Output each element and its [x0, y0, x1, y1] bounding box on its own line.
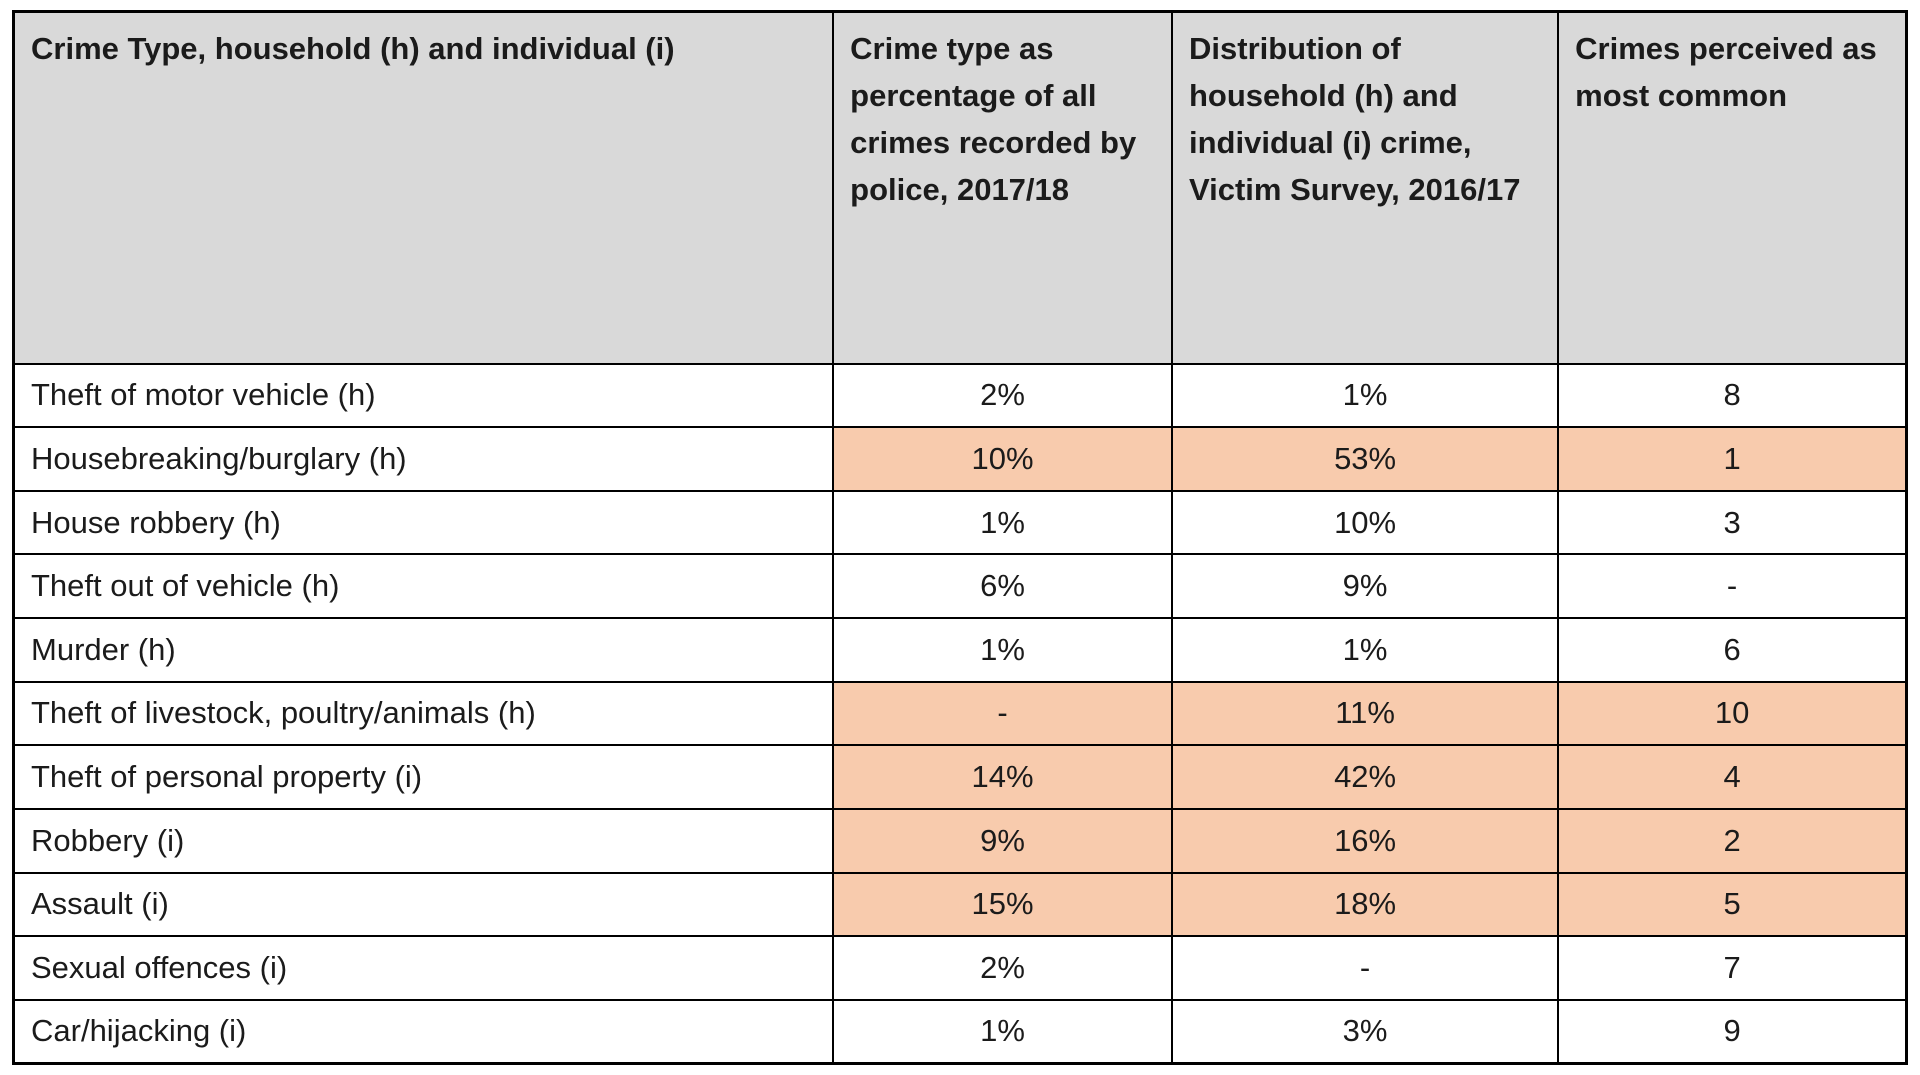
perceived-rank-cell: - [1557, 553, 1908, 619]
column-header-victim-survey: Distribution of household (h) and indivi… [1170, 10, 1560, 365]
table-header: Crime Type, household (h) and individual… [12, 10, 1908, 365]
table-row: Housebreaking/burglary (h) 10% 53% 1 [12, 426, 1908, 492]
police-pct-cell: 1% [832, 489, 1173, 556]
police-pct-cell: 14% [832, 744, 1173, 810]
police-pct-cell: 6% [832, 553, 1173, 619]
perceived-rank-cell: 5 [1557, 871, 1908, 938]
police-pct-cell: 15% [832, 871, 1173, 938]
table-row: Assault (i) 15% 18% 5 [12, 871, 1908, 938]
victim-survey-cell: 10% [1170, 489, 1560, 556]
victim-survey-cell: 42% [1170, 744, 1560, 810]
perceived-rank-cell: 6 [1557, 617, 1908, 683]
police-pct-cell: - [832, 680, 1173, 747]
crime-type-cell: Theft of motor vehicle (h) [12, 362, 835, 429]
crime-type-cell: Assault (i) [12, 871, 835, 938]
victim-survey-cell: 18% [1170, 871, 1560, 938]
table-row: Theft of personal property (i) 14% 42% 4 [12, 744, 1908, 810]
crime-type-cell: Car/hijacking (i) [12, 998, 835, 1065]
crime-type-cell: Robbery (i) [12, 807, 835, 874]
police-pct-cell: 9% [832, 807, 1173, 874]
column-header-crime-type: Crime Type, household (h) and individual… [12, 10, 835, 365]
table-row: Theft of motor vehicle (h) 2% 1% 8 [12, 362, 1908, 429]
victim-survey-cell: 3% [1170, 998, 1560, 1065]
victim-survey-cell: 16% [1170, 807, 1560, 874]
table-row: Car/hijacking (i) 1% 3% 9 [12, 998, 1908, 1065]
table-row: Theft of livestock, poultry/animals (h) … [12, 680, 1908, 747]
table-row: Robbery (i) 9% 16% 2 [12, 807, 1908, 874]
crime-type-cell: Theft of livestock, poultry/animals (h) [12, 680, 835, 747]
table-row: House robbery (h) 1% 10% 3 [12, 489, 1908, 556]
police-pct-cell: 2% [832, 362, 1173, 429]
table-row: Sexual offences (i) 2% - 7 [12, 935, 1908, 1001]
victim-survey-cell: - [1170, 935, 1560, 1001]
crime-type-cell: Housebreaking/burglary (h) [12, 426, 835, 492]
perceived-rank-cell: 1 [1557, 426, 1908, 492]
table-body: Theft of motor vehicle (h) 2% 1% 8 House… [12, 362, 1908, 1065]
perceived-rank-cell: 7 [1557, 935, 1908, 1001]
police-pct-cell: 10% [832, 426, 1173, 492]
victim-survey-cell: 53% [1170, 426, 1560, 492]
victim-survey-cell: 11% [1170, 680, 1560, 747]
perceived-rank-cell: 4 [1557, 744, 1908, 810]
table-row: Murder (h) 1% 1% 6 [12, 617, 1908, 683]
crime-statistics-table: Crime Type, household (h) and individual… [12, 10, 1908, 1065]
column-header-perceived-common: Crimes perceived as most common [1557, 10, 1908, 365]
crime-type-cell: Theft out of vehicle (h) [12, 553, 835, 619]
crime-type-cell: Sexual offences (i) [12, 935, 835, 1001]
police-pct-cell: 1% [832, 617, 1173, 683]
police-pct-cell: 2% [832, 935, 1173, 1001]
table-header-row: Crime Type, household (h) and individual… [12, 10, 1908, 365]
victim-survey-cell: 1% [1170, 617, 1560, 683]
column-header-police-percentage: Crime type as percentage of all crimes r… [832, 10, 1173, 365]
table-row: Theft out of vehicle (h) 6% 9% - [12, 553, 1908, 619]
perceived-rank-cell: 9 [1557, 998, 1908, 1065]
police-pct-cell: 1% [832, 998, 1173, 1065]
victim-survey-cell: 1% [1170, 362, 1560, 429]
crime-type-cell: Murder (h) [12, 617, 835, 683]
perceived-rank-cell: 8 [1557, 362, 1908, 429]
perceived-rank-cell: 2 [1557, 807, 1908, 874]
perceived-rank-cell: 10 [1557, 680, 1908, 747]
crime-type-cell: Theft of personal property (i) [12, 744, 835, 810]
victim-survey-cell: 9% [1170, 553, 1560, 619]
crime-type-cell: House robbery (h) [12, 489, 835, 556]
perceived-rank-cell: 3 [1557, 489, 1908, 556]
